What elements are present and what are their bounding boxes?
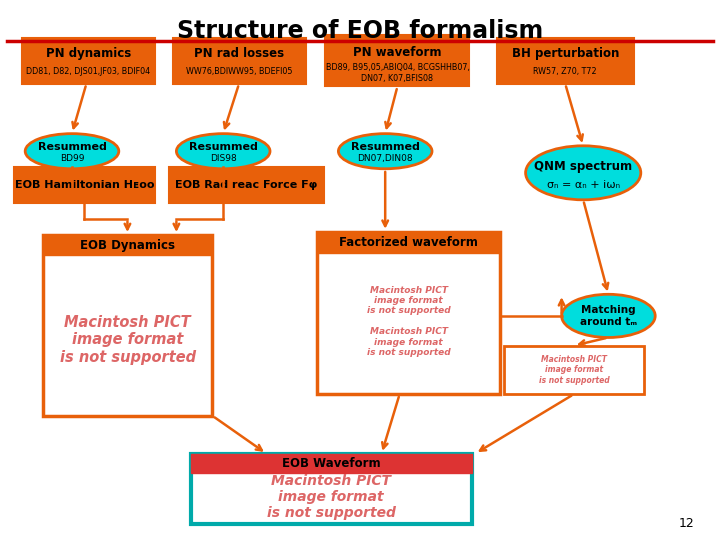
FancyBboxPatch shape (43, 235, 212, 255)
Text: Structure of EOB formalism: Structure of EOB formalism (177, 19, 543, 43)
FancyBboxPatch shape (504, 346, 644, 394)
Ellipse shape (526, 146, 641, 200)
Text: EOB Dynamics: EOB Dynamics (81, 239, 175, 252)
Ellipse shape (562, 294, 655, 338)
FancyBboxPatch shape (191, 454, 472, 473)
Ellipse shape (176, 133, 270, 168)
Text: Resummed: Resummed (37, 142, 107, 152)
Text: Resummed: Resummed (351, 142, 420, 152)
Text: BD89, B95,05,ABIQ04, BCGSHHB07,
DN07, K07,BFIS08: BD89, B95,05,ABIQ04, BCGSHHB07, DN07, K0… (325, 63, 469, 83)
Text: EOB Waveform: EOB Waveform (282, 457, 380, 470)
FancyBboxPatch shape (43, 235, 212, 416)
Text: 12: 12 (679, 517, 695, 530)
Text: RW57, Z70, T72: RW57, Z70, T72 (534, 68, 597, 76)
FancyBboxPatch shape (325, 35, 469, 86)
Text: Resummed: Resummed (189, 142, 258, 152)
Text: DN07,DIN08: DN07,DIN08 (357, 154, 413, 164)
FancyBboxPatch shape (173, 38, 306, 84)
Text: Macintosh PICT
image format
is not supported: Macintosh PICT image format is not suppo… (539, 355, 610, 385)
FancyBboxPatch shape (317, 232, 500, 394)
Text: Macintosh PICT
image format
is not supported: Macintosh PICT image format is not suppo… (267, 474, 395, 521)
Text: BD99: BD99 (60, 154, 84, 164)
Text: Macintosh PICT
image format
is not supported

Macintosh PICT
image format
is not: Macintosh PICT image format is not suppo… (366, 286, 451, 357)
Text: Macintosh PICT
image format
is not supported: Macintosh PICT image format is not suppo… (60, 315, 196, 365)
Text: QNM spectrum: QNM spectrum (534, 160, 632, 173)
Ellipse shape (338, 133, 432, 168)
Text: PN rad losses: PN rad losses (194, 47, 284, 60)
Text: PN dynamics: PN dynamics (45, 47, 131, 60)
Text: DD81, D82, DJS01,JF03, BDIF04: DD81, D82, DJS01,JF03, BDIF04 (26, 68, 150, 76)
Text: σₙ = αₙ + iωₙ: σₙ = αₙ + iωₙ (546, 180, 620, 190)
Text: Matching
around tₘ: Matching around tₘ (580, 305, 637, 327)
Text: Factorized waveform: Factorized waveform (339, 236, 478, 249)
Text: BH perturbation: BH perturbation (511, 47, 619, 60)
Ellipse shape (25, 133, 119, 168)
FancyBboxPatch shape (191, 454, 472, 524)
FancyBboxPatch shape (22, 38, 155, 84)
Text: EOB Rad reac Force Fφ: EOB Rad reac Force Fφ (176, 180, 318, 190)
FancyBboxPatch shape (317, 232, 500, 253)
FancyBboxPatch shape (14, 167, 155, 202)
Text: EOB Hamiltonian Hᴇᴏᴏ: EOB Hamiltonian Hᴇᴏᴏ (15, 180, 154, 190)
Text: WW76,BDIWW95, BDEFI05: WW76,BDIWW95, BDEFI05 (186, 68, 292, 76)
Text: DIS98: DIS98 (210, 154, 237, 164)
Text: PN waveform: PN waveform (354, 46, 441, 59)
FancyBboxPatch shape (497, 38, 634, 84)
FancyBboxPatch shape (169, 167, 324, 202)
